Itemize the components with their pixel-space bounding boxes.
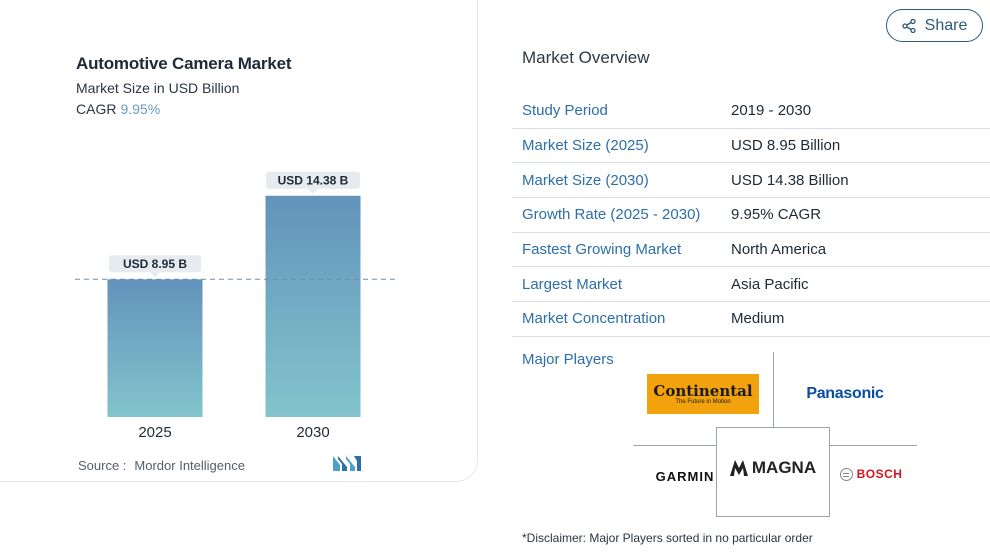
bar-chart: USD 8.95 B 2025 USD 14.38 B 2030 [75, 171, 395, 441]
overview-row-market-size-2030: Market Size (2030) USD 14.38 Billion [512, 163, 990, 199]
data-label-background [266, 171, 360, 189]
continental-wordmark: Continental [653, 381, 753, 400]
overview-row-largest-market: Largest Market Asia Pacific [512, 267, 990, 303]
row-value: USD 14.38 Billion [731, 171, 849, 189]
bar-2030 [265, 195, 361, 417]
continental-tagline: The Future in Motion [675, 398, 731, 405]
source-attribution: Source : Mordor Intelligence [78, 458, 245, 473]
row-key[interactable]: Study Period [522, 102, 608, 120]
overview-title: Market Overview [522, 48, 650, 67]
row-value: 9.95% CAGR [731, 206, 822, 224]
data-label-pointer [150, 272, 160, 278]
chart-cagr: CAGR 9.95% [76, 101, 160, 117]
data-label: USD 8.95 B [123, 257, 187, 271]
data-label-pointer [308, 188, 318, 194]
disclaimer: *Disclaimer: Major Players sorted in no … [522, 531, 813, 545]
data-label-background [109, 255, 201, 273]
garmin-wordmark: GARMIN [655, 468, 715, 484]
major-players-grid: Continental The Future in Motion Panason… [630, 352, 920, 517]
row-key[interactable]: Market Size (2030) [522, 171, 649, 189]
source-value: Mordor Intelligence [134, 458, 245, 473]
panasonic-logo[interactable]: Panasonic [806, 385, 884, 402]
row-key[interactable]: Largest Market [522, 275, 623, 293]
overview-row-market-size-2025: Market Size (2025) USD 8.95 Billion [512, 129, 990, 164]
magna-box [716, 427, 830, 517]
row-key[interactable]: Fastest Growing Market [522, 241, 682, 259]
chart-subtitle: Market Size in USD Billion [76, 80, 240, 96]
row-value: Medium [731, 310, 785, 328]
row-key[interactable]: Growth Rate (2025 - 2030) [522, 206, 701, 224]
bosch-wordmark: BOSCH [856, 467, 903, 481]
cagr-label: CAGR [76, 101, 117, 117]
share-button[interactable]: Share [886, 9, 983, 42]
chart-title: Automotive Camera Market [76, 54, 292, 73]
x-tick-label: 2025 [138, 424, 171, 441]
bosch-armature-icon [839, 467, 853, 481]
chart-card [0, 0, 478, 482]
row-value: North America [731, 241, 827, 259]
overview-row-fastest-growing: Fastest Growing Market North America [512, 233, 990, 268]
bar-2025 [107, 279, 203, 417]
row-key[interactable]: Market Size (2025) [522, 137, 649, 155]
source-label: Source : [78, 458, 127, 473]
overview-row-growth-rate: Growth Rate (2025 - 2030) 9.95% CAGR [512, 198, 990, 233]
row-value: 2019 - 2030 [731, 102, 812, 120]
continental-logo[interactable]: Continental The Future in Motion [647, 374, 759, 414]
row-value: USD 8.95 Billion [731, 137, 841, 155]
garmin-logo[interactable]: GARMIN [642, 466, 728, 486]
share-label: Share [924, 16, 968, 34]
bosch-logo[interactable]: BOSCH [835, 464, 907, 484]
overview-row-study-period: Study Period 2019 - 2030 [512, 94, 990, 129]
data-label: USD 14.38 B [278, 173, 349, 187]
grid-divider [773, 352, 774, 446]
row-value: Asia Pacific [731, 275, 809, 293]
row-key[interactable]: Market Concentration [522, 310, 666, 328]
overview-table: Study Period 2019 - 2030 Market Size (20… [512, 94, 990, 337]
magna-mark-icon [729, 460, 748, 476]
mordor-logo-icon [333, 456, 361, 471]
magna-wordmark: MAGNA [751, 458, 817, 477]
major-players-label: Major Players [522, 351, 614, 368]
x-tick-label: 2030 [296, 424, 329, 441]
overview-row-concentration: Market Concentration Medium [512, 302, 990, 337]
cagr-value: 9.95% [120, 101, 161, 117]
share-icon [901, 18, 916, 33]
magna-logo[interactable]: MAGNA [722, 456, 824, 480]
